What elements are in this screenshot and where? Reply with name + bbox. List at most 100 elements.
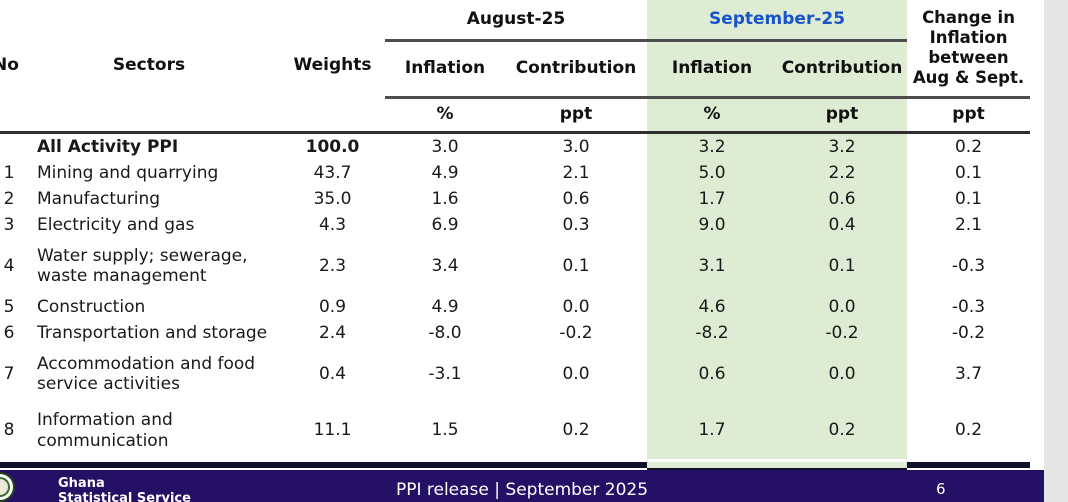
cell-aug-contribution: 0.2: [562, 420, 590, 441]
table-bottom-border: [0, 462, 1030, 468]
row-no: 7: [3, 363, 15, 384]
col-header-sep-inflation: Inflation: [647, 40, 777, 99]
cell-aug-inflation: 6.9: [431, 214, 459, 235]
cell-aug-contribution: 0.1: [562, 255, 590, 276]
col-header-aug-contribution: Contribution: [505, 40, 647, 99]
cell-change: 0.2: [954, 136, 983, 157]
cell-sep-contribution: 0.2: [777, 402, 908, 459]
col-header-weights: Weights: [280, 0, 385, 134]
row-no: 5: [3, 296, 15, 317]
cell-sep-contribution: 0.0: [777, 294, 908, 320]
row-sector: Mining and quarrying: [37, 162, 219, 183]
cell-sep-contribution: 0.0: [777, 346, 908, 402]
row-sector: Electricity and gas: [37, 214, 195, 235]
col-header-no: No: [0, 0, 19, 134]
cell-sep-contribution: 0.6: [777, 186, 908, 212]
table-row: 2 Manufacturing 35.0 1.6 0.6 1.7 0.6 0.1: [0, 186, 1030, 212]
cell-aug-inflation: -8.0: [428, 322, 462, 343]
cell-sep-contribution: 0.4: [777, 212, 908, 238]
row-no: 6: [3, 322, 15, 343]
row-sector: Manufacturing: [37, 188, 161, 209]
cell-aug-contribution: 2.1: [562, 162, 590, 183]
col-header-change: Change in Inflation between Aug & Sept.: [907, 0, 1031, 99]
row-sector: Water supply; sewerage, waste management: [37, 245, 248, 286]
cell-sep-inflation: 9.0: [647, 212, 777, 238]
cell-aug-contribution: 0.0: [562, 363, 590, 384]
col-header-september: September-25: [647, 0, 908, 42]
unit-change: ppt: [907, 97, 1031, 134]
table-row-all-activity: All Activity PPI 100.0 3.0 3.0 3.2 3.2 0…: [0, 132, 1030, 160]
cell-aug-contribution: 0.3: [562, 214, 590, 235]
september-highlight-underline: [647, 468, 907, 470]
org-name-line2: Statistical Service: [58, 491, 191, 502]
unit-aug-contribution: ppt: [505, 97, 647, 134]
ppi-sector-table: No Sectors Weights August-25 September-2…: [0, 0, 1031, 459]
cell-sep-contribution: 2.2: [777, 160, 908, 186]
cell-sep-inflation: 3.2: [647, 132, 777, 160]
table-row: 1 Mining and quarrying 43.7 4.9 2.1 5.0 …: [0, 160, 1030, 186]
cell-change: 2.1: [954, 214, 983, 235]
table-row: 6 Transportation and storage 2.4 -8.0 -0…: [0, 320, 1030, 346]
cell-sep-contribution: -0.2: [777, 320, 908, 346]
unit-sep-inflation: %: [647, 97, 777, 134]
cell-change: 0.2: [954, 420, 983, 441]
col-header-sectors: Sectors: [18, 0, 280, 134]
col-header-aug-inflation: Inflation: [385, 40, 505, 99]
cell-aug-contribution: 0.0: [562, 296, 590, 317]
table-row: 8 Information and communication 11.1 1.5…: [0, 402, 1030, 459]
row-weight: 100.0: [305, 136, 360, 157]
cell-sep-inflation: 4.6: [647, 294, 777, 320]
cell-aug-inflation: 3.0: [431, 136, 459, 157]
org-name: Ghana Statistical Service: [58, 476, 191, 502]
row-no: 4: [3, 255, 15, 276]
table-row: 5 Construction 0.9 4.9 0.0 4.6 0.0 -0.3: [0, 294, 1030, 320]
cell-aug-inflation: -3.1: [428, 363, 462, 384]
cell-sep-contribution: 0.1: [777, 238, 908, 294]
cell-sep-inflation: -8.2: [647, 320, 777, 346]
cell-change: -0.3: [951, 296, 986, 317]
row-weight: 35.0: [313, 188, 352, 209]
cell-change: -0.2: [951, 322, 986, 343]
cell-change: 0.1: [954, 162, 983, 183]
table-row: 3 Electricity and gas 4.3 6.9 0.3 9.0 0.…: [0, 212, 1030, 238]
row-sector: Accommodation and food service activitie…: [37, 353, 256, 394]
org-name-line1: Ghana: [58, 476, 105, 491]
cell-change: 0.1: [954, 188, 983, 209]
col-header-august: August-25: [385, 0, 647, 42]
row-weight: 0.4: [318, 363, 347, 384]
cell-aug-inflation: 4.9: [431, 162, 459, 183]
cell-sep-inflation: 0.6: [647, 346, 777, 402]
footer-bar: [0, 470, 1044, 502]
row-weight: 2.3: [318, 255, 347, 276]
page-number: 6: [936, 480, 946, 498]
row-sector: Construction: [37, 296, 146, 317]
col-header-sep-contribution: Contribution: [777, 40, 908, 99]
cell-aug-contribution: -0.2: [559, 322, 593, 343]
cell-aug-contribution: 3.0: [562, 136, 590, 157]
row-sector: Transportation and storage: [37, 322, 268, 343]
cell-aug-inflation: 1.5: [431, 420, 459, 441]
row-weight: 4.3: [318, 214, 347, 235]
row-no: 3: [3, 214, 15, 235]
september-highlight-overhang: [647, 462, 907, 468]
row-sector: Information and communication: [37, 410, 173, 451]
footer-release-title: PPI release | September 2025: [395, 480, 649, 500]
cell-sep-contribution: 3.2: [777, 132, 908, 160]
table-row: 4 Water supply; sewerage, waste manageme…: [0, 238, 1030, 294]
row-sector: All Activity PPI: [37, 136, 179, 157]
cell-sep-inflation: 1.7: [647, 402, 777, 459]
cell-aug-inflation: 4.9: [431, 296, 459, 317]
cell-sep-inflation: 3.1: [647, 238, 777, 294]
unit-aug-inflation: %: [385, 97, 505, 134]
cell-change: -0.3: [951, 255, 986, 276]
cell-aug-contribution: 0.6: [562, 188, 590, 209]
row-weight: 0.9: [318, 296, 347, 317]
row-no: 2: [3, 188, 15, 209]
cell-sep-inflation: 1.7: [647, 186, 777, 212]
viewer-background-strip: [1044, 0, 1068, 502]
unit-sep-contribution: ppt: [777, 97, 908, 134]
cell-sep-inflation: 5.0: [647, 160, 777, 186]
row-no: 1: [3, 162, 15, 183]
cell-change: 3.7: [954, 363, 983, 384]
